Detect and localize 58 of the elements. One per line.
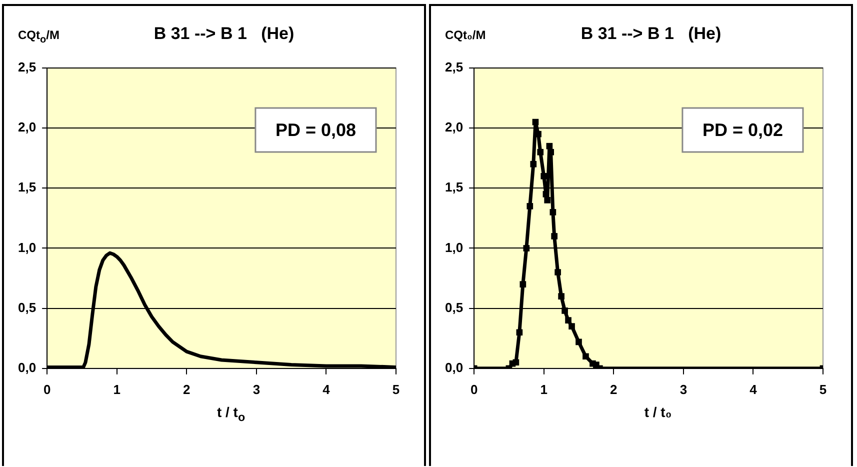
point [535, 130, 542, 138]
y-tick-label: 1,5 [18, 180, 36, 195]
annotation: PD = 0,08 [275, 120, 356, 140]
point [516, 329, 523, 336]
x-tick-label: 4 [322, 382, 331, 397]
chart-title: B 31 --> B 1 (He) [580, 24, 722, 43]
point [550, 209, 556, 216]
point [565, 317, 572, 324]
point [593, 362, 600, 368]
point [562, 308, 568, 314]
point [530, 160, 537, 168]
point [568, 323, 575, 330]
y-tick-label: 2,0 [444, 120, 464, 135]
point [537, 148, 544, 156]
point [558, 293, 564, 300]
point [590, 360, 596, 367]
x-tick-label: 2 [183, 382, 190, 397]
y-tick-label: 1,5 [444, 180, 464, 195]
point [542, 191, 550, 198]
x-tick-label: 4 [750, 382, 758, 397]
point [532, 118, 539, 126]
chart-title: B 31 --> B 1 (He) [154, 24, 294, 43]
point [523, 245, 530, 252]
point [540, 172, 548, 180]
y-tick-label: 0,0 [18, 360, 36, 375]
point [520, 281, 526, 288]
y-tick-label: 2,5 [444, 60, 464, 75]
x-tick-label: 3 [252, 382, 260, 397]
y-tick-label: 1,0 [444, 240, 464, 255]
point [551, 233, 558, 240]
point [512, 359, 520, 366]
y-tick-label: 2,0 [18, 120, 36, 135]
y-tick-label: 1,0 [18, 240, 36, 255]
y-axis-title: CQt$_{o}$/M [18, 28, 60, 46]
point [548, 148, 554, 156]
y-tick-label: 2,5 [18, 60, 36, 75]
y-tick-label: 0,5 [444, 300, 464, 315]
x-tick-label: 5 [392, 382, 400, 397]
x-tick-label: 0 [470, 382, 478, 397]
x-tick-label: 1 [540, 382, 548, 397]
x-axis-title: t / t₀ [643, 404, 673, 420]
x-tick-label: 0 [43, 382, 51, 397]
point [576, 338, 582, 346]
point [582, 353, 589, 360]
point [509, 360, 516, 367]
x-tick-label: 2 [610, 382, 618, 397]
y-axis-title: CQt₀/M [445, 28, 486, 42]
point [546, 142, 553, 150]
x-tick-label: 3 [680, 382, 688, 397]
y-tick-label: 0,0 [444, 360, 464, 375]
annotation: PD = 0,02 [702, 120, 784, 140]
x-axis-title: t / t$_{o}$ [216, 404, 246, 424]
x-tick-label: 5 [819, 382, 827, 397]
y-tick-label: 0,5 [18, 300, 36, 315]
point [526, 203, 534, 210]
x-tick-label: 1 [113, 382, 120, 397]
point [554, 269, 561, 276]
point [544, 197, 551, 204]
